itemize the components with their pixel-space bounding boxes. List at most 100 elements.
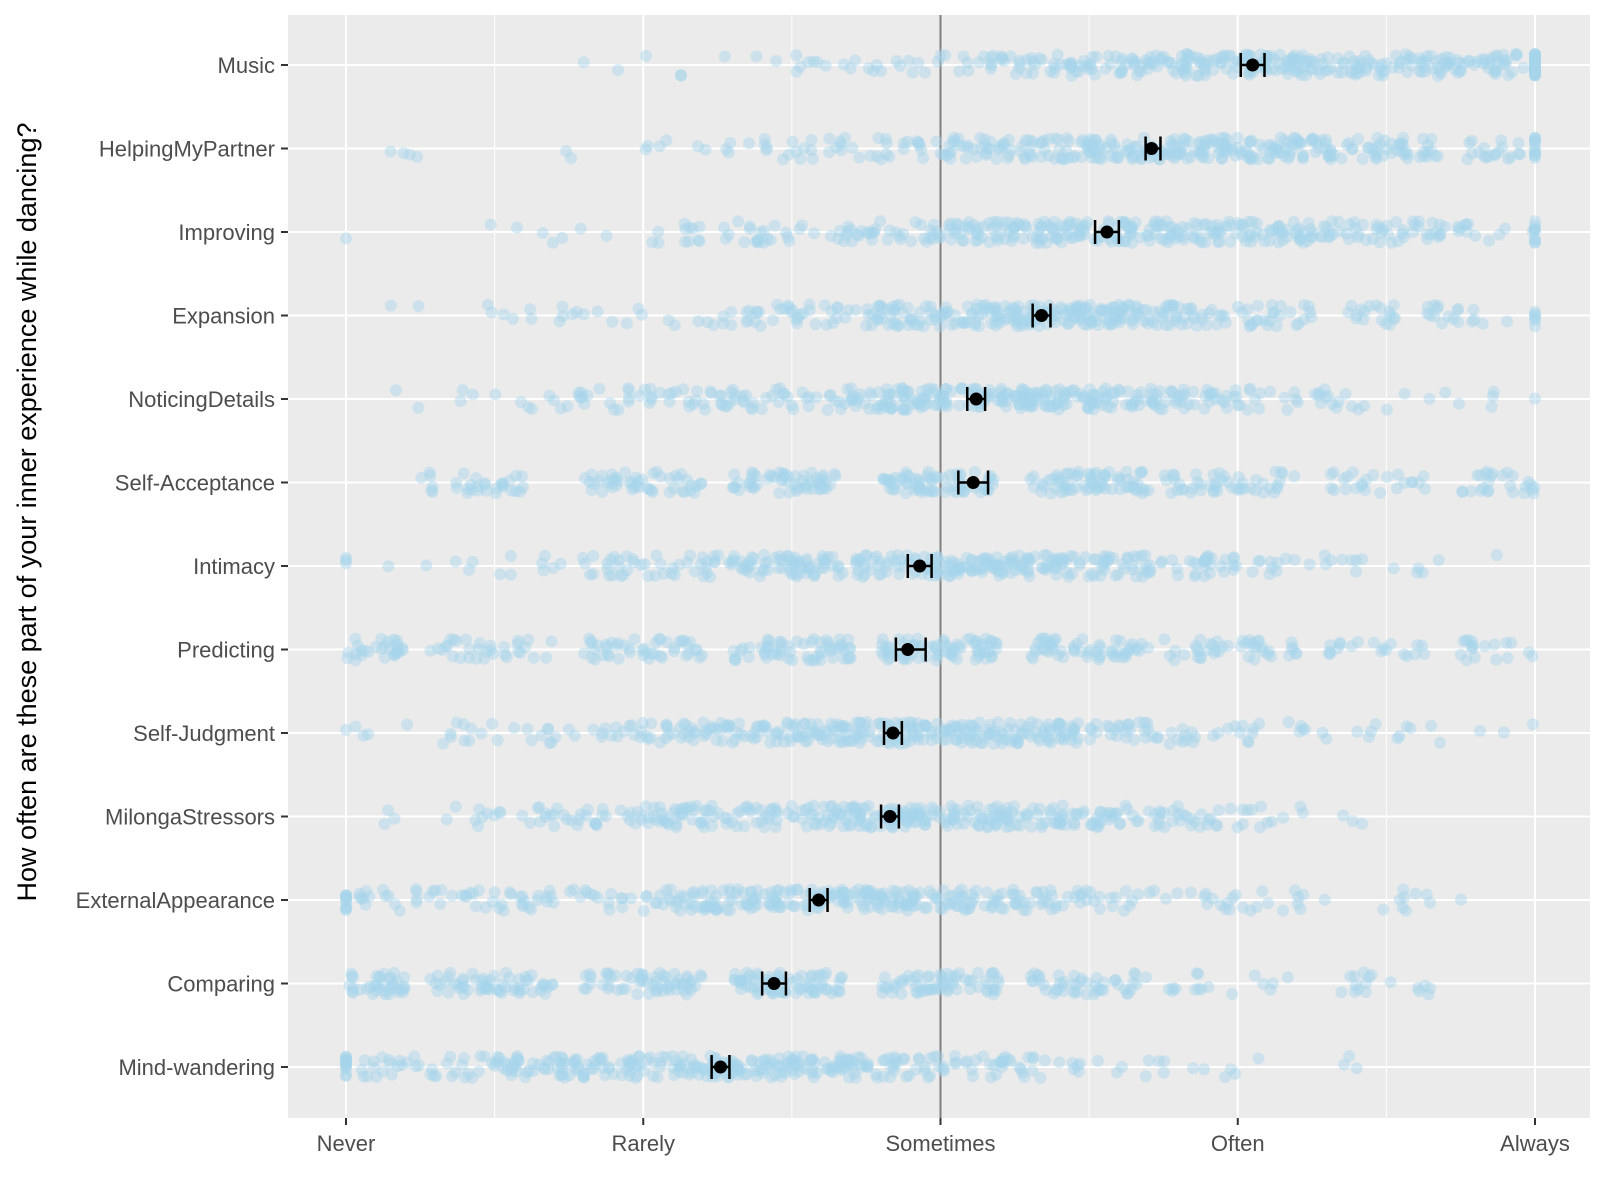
data-point [1506, 66, 1519, 79]
data-point [1180, 62, 1193, 75]
data-point [578, 647, 591, 660]
data-point [1069, 65, 1082, 78]
data-point [1498, 54, 1511, 67]
data-point [420, 559, 433, 572]
data-point [1326, 215, 1339, 228]
data-point [1315, 53, 1328, 66]
data-point [622, 382, 635, 395]
data-point [1423, 309, 1436, 322]
data-point [1026, 151, 1039, 164]
data-point [882, 556, 895, 569]
data-point [699, 403, 712, 416]
data-point [880, 137, 893, 150]
data-point [660, 134, 673, 147]
data-point [1229, 384, 1242, 397]
data-point [1053, 1056, 1066, 1069]
data-point [1350, 58, 1363, 71]
data-point [1190, 468, 1203, 481]
data-point [1400, 145, 1413, 158]
data-point [1386, 61, 1399, 74]
data-point [699, 804, 712, 817]
data-point [1026, 67, 1039, 80]
data-point [1362, 142, 1374, 155]
data-point [1435, 67, 1448, 80]
data-point [1113, 67, 1125, 80]
data-point [1281, 63, 1294, 76]
data-point [1065, 56, 1078, 69]
data-point [705, 720, 718, 733]
data-point [705, 387, 718, 400]
data-point [1439, 50, 1452, 63]
data-point [805, 808, 817, 821]
data-point [1463, 55, 1476, 68]
data-point [1380, 57, 1393, 70]
data-point [510, 469, 523, 482]
data-point [848, 1067, 861, 1080]
data-point [930, 135, 943, 148]
data-point [717, 310, 730, 323]
data-point [1529, 55, 1541, 68]
data-point [993, 143, 1006, 156]
data-point [1405, 59, 1418, 72]
data-point [1298, 299, 1311, 311]
data-point [1099, 62, 1112, 75]
data-point [1350, 67, 1363, 79]
data-point [1149, 399, 1162, 412]
data-point [485, 306, 498, 319]
data-point [457, 467, 470, 480]
data-point [1050, 568, 1063, 581]
data-point [888, 981, 901, 994]
data-point [1061, 58, 1073, 71]
data-point [1092, 1054, 1104, 1067]
data-point [926, 801, 939, 814]
data-point [1442, 58, 1455, 71]
data-point [1497, 726, 1510, 739]
data-point [633, 1050, 645, 1063]
data-point [897, 228, 910, 240]
data-point [1338, 57, 1351, 70]
data-point [1529, 61, 1541, 74]
data-point [1316, 57, 1328, 70]
data-point [934, 147, 947, 160]
data-point [985, 59, 998, 72]
data-point [384, 299, 397, 312]
data-point [659, 732, 672, 745]
data-point [1247, 722, 1260, 735]
data-point [627, 553, 639, 565]
data-point [1150, 49, 1163, 62]
data-point [1368, 148, 1380, 161]
data-point [839, 311, 852, 324]
data-point [465, 722, 478, 735]
data-point [1280, 137, 1293, 150]
data-point [1083, 58, 1096, 71]
data-point [794, 60, 807, 73]
data-point [1188, 145, 1201, 158]
data-point [1356, 553, 1369, 566]
data-point [645, 717, 658, 730]
data-point [1510, 49, 1523, 62]
data-point [724, 904, 736, 917]
data-point [491, 734, 504, 747]
data-point [1337, 472, 1350, 485]
data-point [350, 648, 363, 661]
data-point [454, 395, 467, 407]
data-point [1306, 134, 1318, 147]
data-point [928, 383, 941, 396]
data-point [1265, 63, 1278, 76]
data-point [917, 152, 930, 165]
data-point [943, 139, 956, 152]
data-point [944, 724, 957, 737]
data-point [897, 886, 910, 899]
data-point [760, 641, 773, 654]
data-point [766, 314, 779, 327]
data-point [1086, 137, 1099, 150]
data-point [1146, 55, 1158, 68]
data-point [1160, 892, 1172, 905]
data-point [1056, 153, 1069, 166]
data-point [450, 716, 463, 729]
data-point [479, 478, 492, 491]
data-point [937, 636, 950, 649]
data-point [340, 904, 352, 916]
data-point [1281, 67, 1294, 80]
data-point [1346, 143, 1359, 156]
